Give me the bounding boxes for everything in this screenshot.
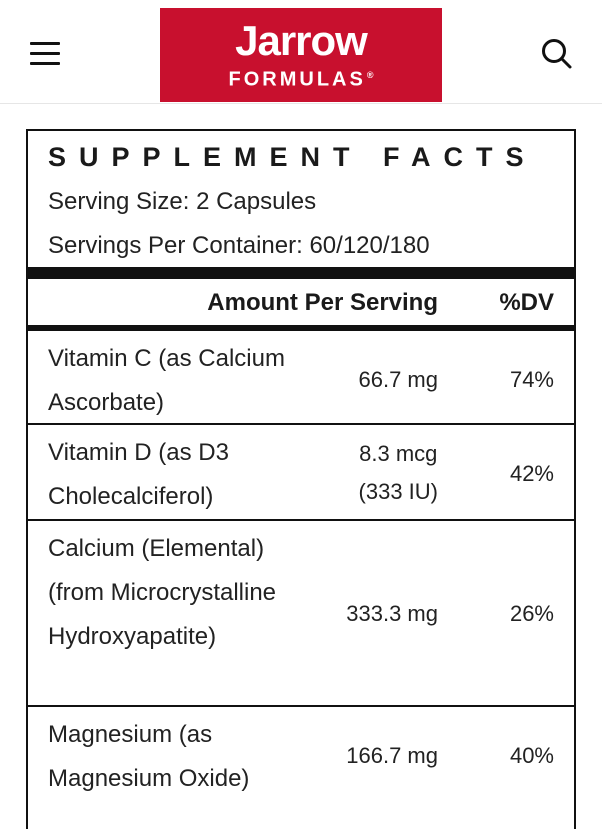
logo-wordmark: Jarrow — [235, 16, 368, 64]
logo-subtitle: FORMULAS® — [228, 64, 374, 91]
nutrient-row: Vitamin C (as Calcium Ascorbate) 66.7 mg… — [28, 331, 574, 425]
registered-mark: ® — [366, 69, 374, 80]
divider-medium — [28, 325, 574, 331]
nutrient-dv: 40% — [509, 743, 554, 768]
facts-title: SUPPLEMENT FACTS — [48, 142, 537, 172]
divider-thick — [28, 267, 574, 279]
supplement-facts-panel: SUPPLEMENT FACTS Serving Size: 2 Capsule… — [26, 129, 576, 829]
nutrient-dv: 26% — [509, 601, 554, 626]
nutrient-name: Calcium (Elemental) (from Microcrystalli… — [48, 535, 277, 650]
nutrient-row: Calcium (Elemental) (from Microcrystalli… — [28, 521, 574, 707]
hamburger-menu-icon[interactable] — [30, 42, 60, 66]
nutrient-name: Vitamin C (as Calcium Ascorbate) — [48, 345, 285, 416]
nutrient-row: Magnesium (as Magnesium Oxide) 166.7 mg … — [28, 707, 574, 803]
nutrient-name: Vitamin D (as D3 Cholecalciferol) — [48, 439, 229, 510]
nutrient-row: Vitamin D (as D3 Cholecalciferol) 8.3 mc… — [28, 425, 574, 521]
brand-logo[interactable]: Jarrow FORMULAS® — [160, 8, 442, 102]
nutrient-amount: 333.3 mg — [346, 601, 438, 626]
search-icon[interactable] — [538, 36, 574, 72]
logo-subtitle-text: FORMULAS — [228, 68, 366, 91]
menu-line — [30, 42, 60, 45]
nutrient-name: Magnesium (as Magnesium Oxide) — [48, 721, 250, 792]
nutrient-dv: 74% — [509, 367, 554, 392]
menu-line — [30, 62, 60, 65]
nutrient-amount: 8.3 mcg (333 IU) — [358, 441, 438, 504]
menu-line — [30, 52, 60, 55]
column-header-dv: %DV — [499, 289, 554, 316]
nutrient-dv: 42% — [509, 461, 554, 486]
site-header: Jarrow FORMULAS® — [0, 0, 602, 104]
serving-size: Serving Size: 2 Capsules — [48, 188, 317, 215]
servings-per-container: Servings Per Container: 60/120/180 — [48, 232, 430, 259]
nutrient-amount: 66.7 mg — [358, 367, 439, 392]
nutrient-amount: 166.7 mg — [346, 743, 438, 768]
column-header-amount: Amount Per Serving — [207, 289, 438, 316]
